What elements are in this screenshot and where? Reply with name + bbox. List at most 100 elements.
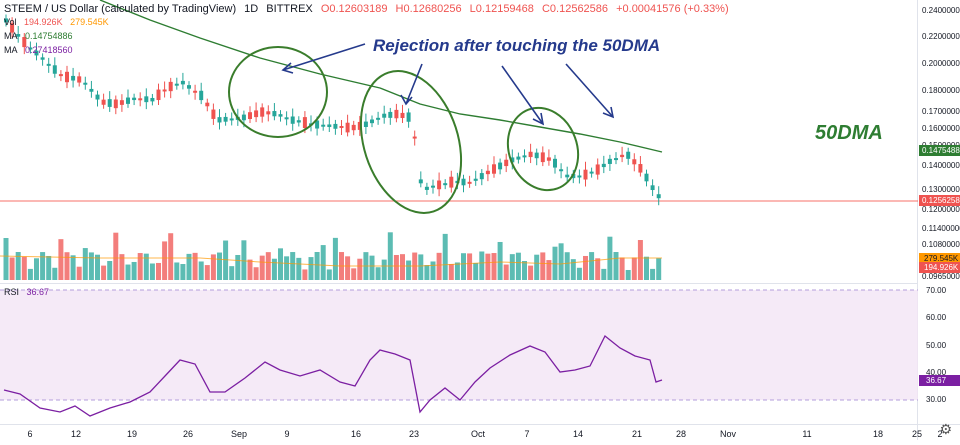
volume-bar	[595, 258, 601, 280]
volume-bar	[467, 253, 473, 280]
candle-body	[71, 75, 76, 81]
candle-body	[266, 111, 271, 115]
candle-body	[168, 81, 173, 92]
candle-body	[485, 170, 490, 175]
ohlc-high: H0.12680256	[395, 3, 462, 15]
candle-body	[400, 112, 405, 119]
volume-bar	[546, 260, 552, 280]
volume-bar	[271, 258, 277, 280]
candle-body	[632, 159, 637, 165]
candle-body	[107, 99, 112, 107]
volume-bar	[40, 252, 46, 280]
volume-bar	[607, 236, 613, 280]
volume-bar	[522, 261, 527, 280]
time-tick-label: Oct	[471, 429, 486, 439]
volume-bar	[253, 267, 259, 280]
symbol-header[interactable]: STEEM / US Dollar (calculated by Trading…	[4, 3, 734, 15]
vol-value: 194.926K	[24, 17, 63, 27]
candle-body	[16, 34, 21, 37]
volume-bar	[290, 252, 296, 280]
volume-bar	[9, 257, 15, 280]
rsi-value: 36.67	[26, 287, 50, 297]
vol-last-badge	[919, 262, 960, 273]
volume-bar	[430, 261, 436, 280]
volume-bar	[15, 252, 21, 280]
rsi-tick-label: 70.00	[926, 286, 947, 295]
candle-body	[473, 178, 478, 181]
time-tick-label: 19	[127, 429, 137, 439]
candle-body	[302, 117, 307, 129]
volume-bar	[479, 251, 485, 280]
candle-body	[58, 74, 63, 77]
volume-bar	[613, 252, 619, 280]
price-tick-label: 0.11400000	[922, 224, 960, 233]
candle-body	[498, 162, 503, 170]
rejection-annotations	[228, 46, 580, 214]
time-tick-label: 28	[676, 429, 686, 439]
ma1-value: 0.14754886	[25, 31, 73, 41]
volume-bar	[229, 266, 235, 280]
candle-body	[595, 164, 600, 175]
volume-bar	[204, 265, 210, 280]
volume-bar	[637, 240, 643, 280]
candle-body	[412, 136, 417, 139]
time-tick-label: 26	[183, 429, 193, 439]
time-tick-label: 2	[937, 429, 942, 439]
legend-ma2[interactable]: MA 0.27418560	[4, 45, 78, 55]
ohlc-low: L0.12159468	[469, 3, 534, 15]
candle-body	[162, 89, 167, 92]
time-axis-labels: 6 12 19 26 Sep 9 16 23 Oct 7 14 21 28 Nov 11 18 25 2	[27, 429, 942, 439]
candle-body	[351, 124, 356, 131]
candle-body	[614, 158, 618, 161]
candle-body	[174, 83, 179, 86]
candle-body	[290, 116, 295, 124]
rsi-legend[interactable]: RSI 36.67	[4, 287, 54, 297]
volume-bar	[424, 265, 430, 280]
volume-bar	[107, 260, 113, 280]
candle-body	[83, 82, 88, 85]
volume-bar	[308, 257, 314, 280]
candle-body	[46, 63, 51, 66]
volume-bar	[515, 252, 521, 280]
candle-body	[199, 90, 204, 101]
candle-body	[620, 154, 625, 158]
rejection-circle-2	[359, 70, 463, 214]
legend-ma1[interactable]: MA 0.14754886	[4, 31, 78, 41]
candle-body	[4, 18, 8, 23]
candle-body	[437, 180, 442, 190]
volume-bar	[27, 268, 33, 280]
vol-label: Vol	[4, 17, 17, 27]
candle-body	[223, 116, 228, 122]
volume-bar	[656, 258, 662, 280]
volume-bar	[198, 261, 204, 280]
volume-bar	[357, 258, 363, 280]
volume-bar	[601, 268, 607, 280]
ohlc-open: O0.12603189	[320, 3, 388, 15]
candle-body	[254, 110, 259, 118]
volume-bar	[174, 262, 180, 280]
volume-bar	[314, 252, 320, 280]
candle-body	[553, 158, 557, 168]
volume-bar	[119, 254, 125, 280]
candle-body	[479, 173, 484, 180]
volume-bar	[461, 253, 466, 280]
legend-volume[interactable]: Vol 194.926K 279.545K	[4, 17, 114, 27]
volume-bar	[149, 263, 155, 280]
candle-body	[101, 99, 106, 105]
candle-body	[583, 169, 588, 180]
volume-bar	[326, 269, 332, 280]
volume-ma-line	[0, 255, 662, 267]
candle-body	[272, 111, 277, 117]
rsi-tick-label: 50.00	[926, 341, 947, 350]
settings-gear-icon[interactable]: ⚙	[939, 422, 952, 438]
volume-bar	[436, 252, 442, 280]
candle-body	[363, 121, 368, 128]
candle-body	[321, 124, 326, 127]
volume-bar	[625, 269, 631, 280]
candle-body	[345, 122, 350, 133]
candle-body	[650, 185, 655, 191]
time-tick-label: Nov	[720, 429, 737, 439]
